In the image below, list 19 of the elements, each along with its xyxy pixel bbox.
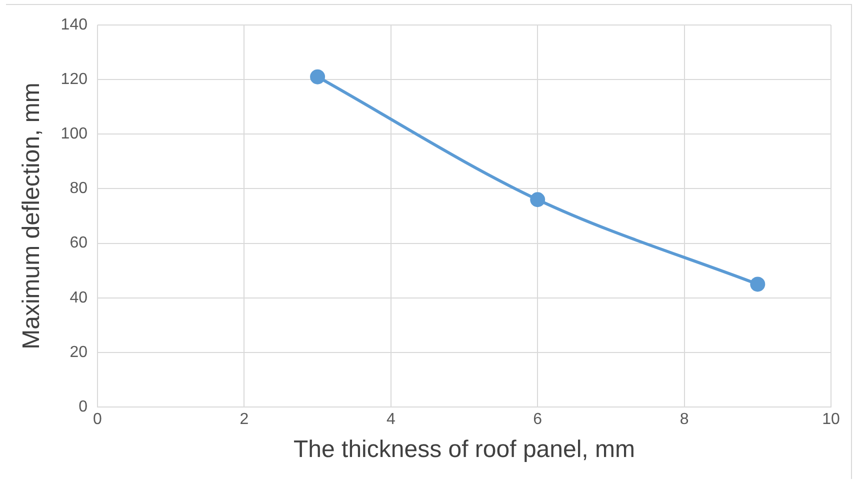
x-tick-label: 0	[93, 411, 102, 428]
y-axis-title: Maximum deflection, mm	[18, 82, 46, 350]
x-tick-label: 10	[822, 411, 840, 428]
y-tick-label: 140	[60, 16, 88, 34]
x-tick-label: 6	[533, 411, 542, 428]
point	[530, 192, 546, 208]
y-tick-label: 100	[60, 126, 88, 143]
x-axis-title: The thickness of roof panel, mm	[294, 436, 635, 464]
x-tick-label: 2	[240, 411, 249, 428]
x-tick-label: 4	[386, 411, 396, 428]
y-tick-label: 40	[70, 289, 88, 306]
point	[750, 276, 766, 292]
x-tick-label: 8	[680, 411, 689, 428]
y-tick-label: 80	[70, 180, 88, 198]
point	[310, 69, 326, 84]
y-tick-label: 120	[60, 70, 88, 88]
y-tick-label: 0	[78, 398, 88, 416]
y-tick-label: 60	[70, 234, 88, 252]
y-tick-label: 20	[70, 344, 88, 361]
